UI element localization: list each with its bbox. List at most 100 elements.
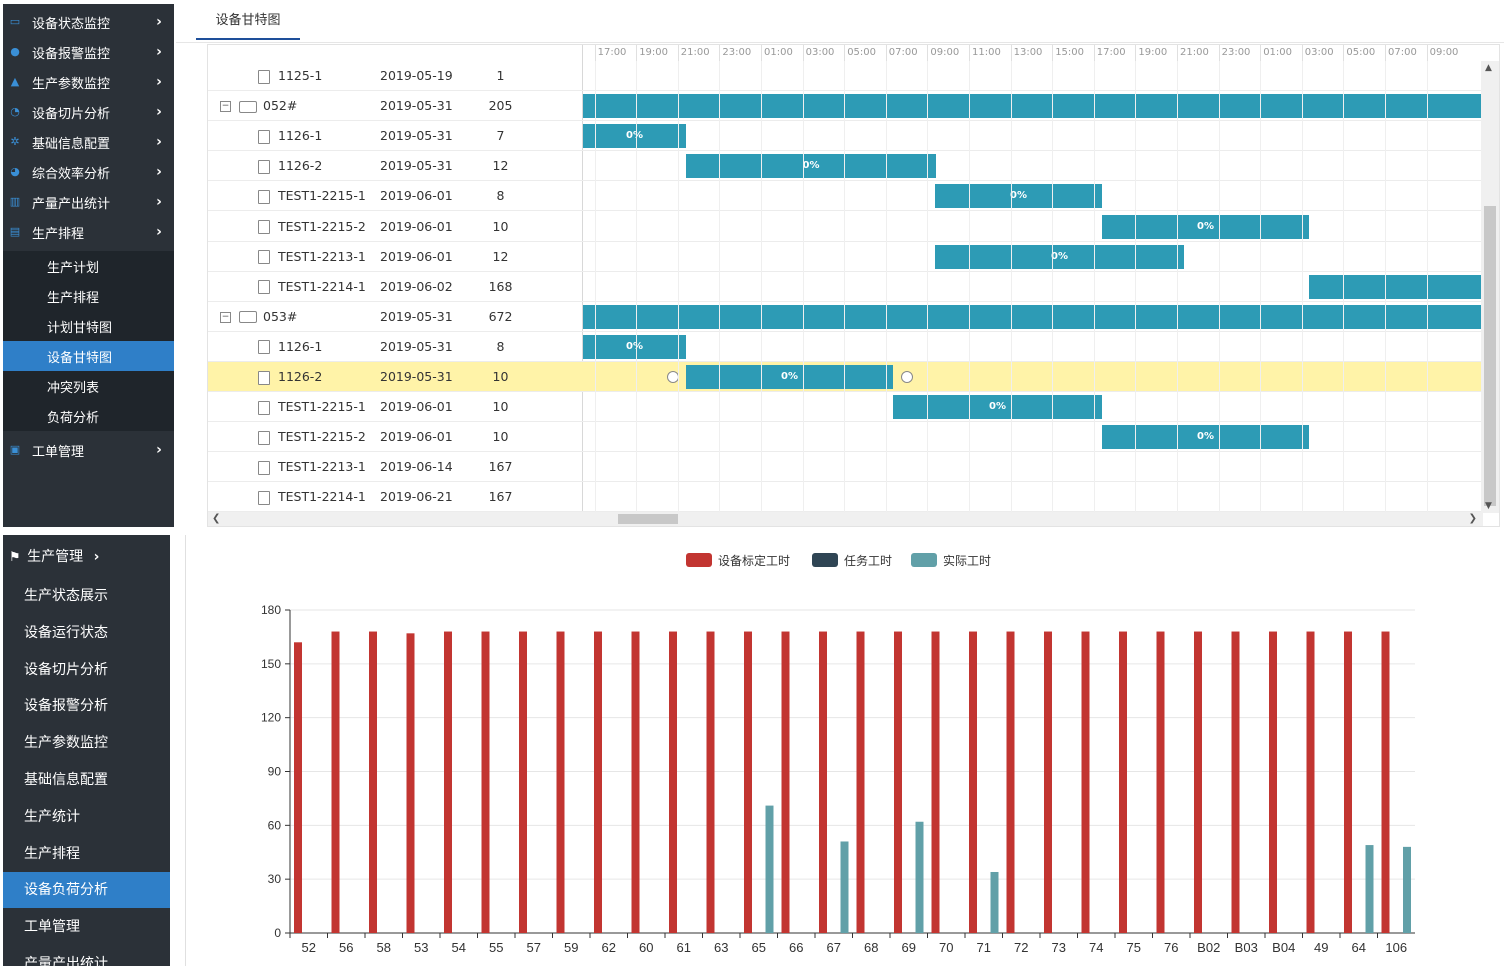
bar-rated-52[interactable]	[294, 642, 302, 933]
bar-rated-59[interactable]	[556, 631, 565, 933]
bar-rated-69[interactable]	[894, 631, 902, 933]
bottom-menu-item-5[interactable]: 基础信息配置	[3, 762, 170, 798]
sidebar-item-5[interactable]: ◕ 综合效率分析 ›	[3, 157, 174, 187]
bottom-menu-item-6[interactable]: 生产统计	[3, 799, 170, 835]
tab-device-gantt[interactable]: 设备甘特图	[196, 10, 300, 40]
task-name-text: TEST1-2213-1	[278, 459, 366, 475]
scroll-up-icon[interactable]: ▲	[1485, 63, 1492, 73]
legend-item[interactable]: 任务工时	[812, 553, 892, 568]
bottom-menu-item-9[interactable]: 工单管理	[3, 909, 170, 945]
bar-rated-57[interactable]	[519, 631, 527, 933]
scroll-right-icon[interactable]: ❯	[1468, 513, 1477, 524]
scroll-down-icon[interactable]: ▼	[1485, 501, 1492, 511]
bar-rated-62[interactable]	[594, 631, 602, 933]
bar-rated-B03[interactable]	[1231, 631, 1240, 933]
x-tick-label: 72	[1014, 940, 1028, 955]
gantt-task-row[interactable]: TEST1-2215-1 2019-06-01 8 0%	[208, 181, 1481, 212]
bar-rated-58[interactable]	[369, 631, 377, 933]
vertical-scrollbar[interactable]: ▲ ▼	[1481, 61, 1499, 513]
legend-item[interactable]: 设备标定工时	[686, 553, 790, 568]
collapse-icon[interactable]: −	[220, 101, 231, 113]
time-label: 03:00	[802, 45, 848, 61]
bar-actual-71[interactable]	[990, 871, 999, 933]
bar-rated-65[interactable]	[744, 631, 752, 933]
bar-rated-64[interactable]	[1344, 631, 1352, 933]
gantt-bar[interactable]	[583, 304, 1483, 329]
bar-rated-B04[interactable]	[1269, 631, 1277, 933]
bottom-menu-item-4[interactable]: 生产参数监控	[3, 725, 170, 761]
bar-rated-75[interactable]	[1119, 631, 1127, 933]
bar-rated-56[interactable]	[331, 631, 340, 933]
bar-actual-65[interactable]	[765, 805, 774, 933]
bar-rated-106[interactable]	[1381, 631, 1390, 933]
sidebar-subitem-5[interactable]: 负荷分析	[3, 401, 174, 431]
sidebar-item-4[interactable]: ✲ 基础信息配置 ›	[3, 127, 174, 157]
gantt-bar[interactable]: 0%	[583, 124, 686, 149]
bar-rated-55[interactable]	[481, 631, 490, 933]
gantt-bar[interactable]: 0%	[1102, 425, 1309, 450]
bar-rated-61[interactable]	[669, 631, 677, 933]
sidebar-item-2[interactable]: ▲ 生产参数监控 ›	[3, 67, 174, 97]
bar-rated-67[interactable]	[819, 631, 827, 933]
bar-actual-67[interactable]	[840, 841, 849, 933]
sidebar-subitem-4[interactable]: 冲突列表	[3, 371, 174, 401]
vertical-scroll-thumb[interactable]	[1484, 206, 1496, 506]
sidebar-item-7[interactable]: ▤ 生产排程 ›	[3, 217, 174, 247]
bar-rated-66[interactable]	[781, 631, 790, 933]
sidebar-item-1[interactable]: ● 设备报警监控 ›	[3, 37, 174, 67]
bar-rated-72[interactable]	[1006, 631, 1015, 933]
bar-rated-76[interactable]	[1156, 631, 1165, 933]
bottom-menu-item-8[interactable]: 设备负荷分析	[3, 872, 170, 909]
bar-actual-64[interactable]	[1365, 845, 1374, 933]
bar-rated-68[interactable]	[856, 631, 865, 933]
drag-handle-right-icon[interactable]	[901, 371, 913, 383]
bar-actual-69[interactable]	[915, 821, 924, 933]
gantt-bar[interactable]	[583, 94, 1483, 119]
grid-line	[927, 61, 929, 513]
bar-rated-60[interactable]	[631, 631, 640, 933]
sidebar-subitem-0[interactable]: 生产计划	[3, 251, 174, 281]
gantt-bar[interactable]: 0%	[893, 395, 1102, 420]
file-icon	[258, 129, 270, 144]
tab-bar	[176, 4, 1504, 43]
bottom-menu-item-10[interactable]: 产量产出统计	[3, 946, 170, 966]
gantt-bar[interactable]: 0%	[935, 244, 1184, 269]
sidebar-item-workorder[interactable]: ▣ 工单管理 ›	[3, 435, 174, 465]
bottom-menu-item-3[interactable]: 设备报警分析	[3, 688, 170, 724]
horizontal-scrollbar[interactable]: ❮ ❯	[208, 512, 1483, 526]
task-name-text: 1126-2	[278, 158, 323, 174]
bar-rated-74[interactable]	[1081, 631, 1090, 933]
bar-rated-63[interactable]	[706, 631, 715, 933]
bottom-menu-item-7[interactable]: 生产排程	[3, 836, 170, 872]
gantt-bar[interactable]	[1309, 274, 1484, 299]
bar-rated-B02[interactable]	[1194, 631, 1202, 933]
bar-rated-71[interactable]	[969, 631, 977, 933]
bottom-menu-item-1[interactable]: 设备运行状态	[3, 615, 170, 651]
gantt-bar[interactable]: 0%	[686, 365, 893, 389]
gantt-bar[interactable]: 0%	[1102, 214, 1309, 239]
production-management-menu[interactable]: ⚑ 生产管理 ›	[3, 539, 170, 575]
bottom-menu-item-0[interactable]: 生产状态展示	[3, 578, 170, 614]
sidebar-item-6[interactable]: ▥ 产量产出统计 ›	[3, 187, 174, 217]
sidebar-item-0[interactable]: ▭ 设备状态监控 ›	[3, 7, 174, 37]
bar-rated-53[interactable]	[406, 633, 415, 933]
bar-rated-49[interactable]	[1306, 631, 1315, 933]
collapse-icon[interactable]: −	[220, 311, 231, 323]
scroll-left-icon[interactable]: ❮	[212, 513, 221, 524]
gantt-bar[interactable]: 0%	[686, 154, 936, 179]
sidebar-subitem-1[interactable]: 生产排程	[3, 281, 174, 311]
sidebar-subitem-2[interactable]: 计划甘特图	[3, 311, 174, 341]
bottom-menu-item-2[interactable]: 设备切片分析	[3, 652, 170, 688]
horizontal-scroll-thumb[interactable]	[618, 514, 678, 524]
sidebar-subitem-3[interactable]: 设备甘特图	[3, 341, 174, 371]
bar-rated-54[interactable]	[444, 631, 452, 933]
gantt-group-row[interactable]: − 052# 2019-05-31 205	[208, 91, 1483, 122]
bar-rated-73[interactable]	[1044, 631, 1052, 933]
bar-rated-70[interactable]	[931, 631, 940, 933]
sidebar-item-3[interactable]: ◔ 设备切片分析 ›	[3, 97, 174, 127]
gantt-bar[interactable]: 0%	[935, 184, 1102, 209]
bar-actual-106[interactable]	[1403, 846, 1411, 933]
legend-label: 实际工时	[943, 553, 992, 568]
legend-item[interactable]: 实际工时	[911, 553, 992, 568]
gantt-bar[interactable]: 0%	[583, 334, 686, 359]
